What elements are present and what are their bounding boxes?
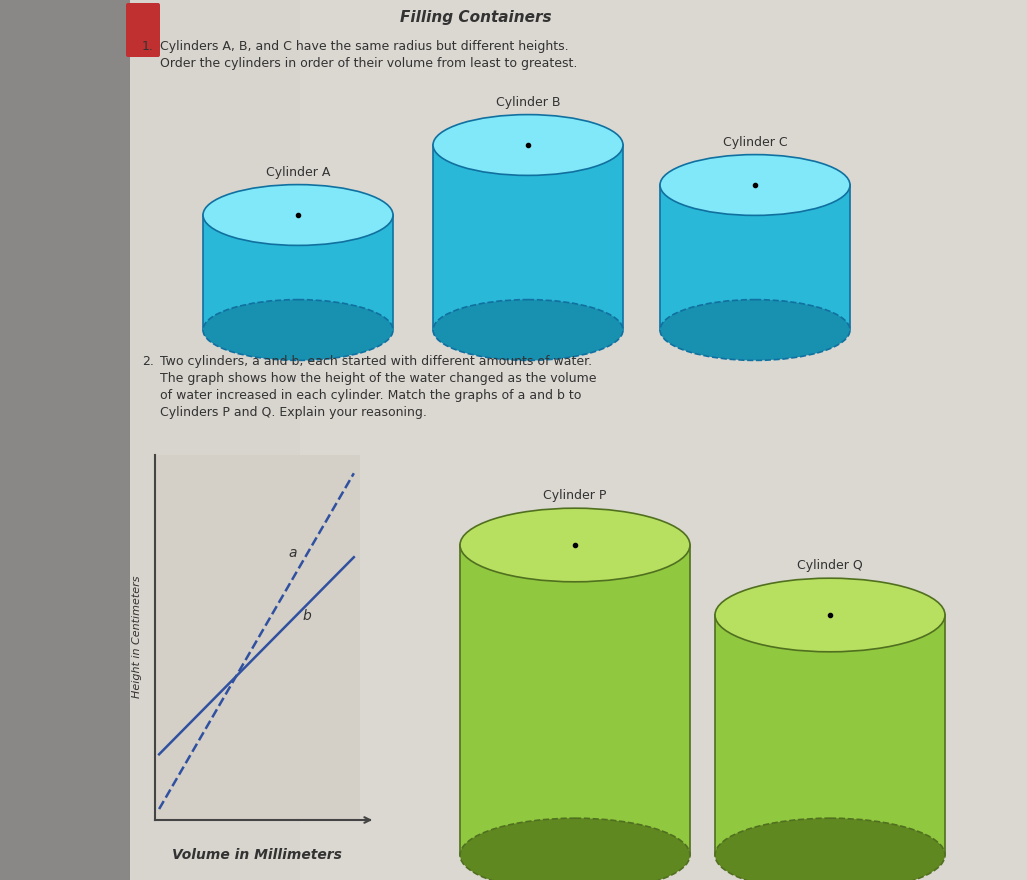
Ellipse shape xyxy=(203,299,393,361)
Text: 1.: 1. xyxy=(142,40,154,53)
Text: b: b xyxy=(303,609,311,623)
Ellipse shape xyxy=(460,508,690,582)
FancyBboxPatch shape xyxy=(126,3,160,57)
Text: Order the cylinders in order of their volume from least to greatest.: Order the cylinders in order of their vo… xyxy=(160,57,577,70)
Bar xyxy=(460,545,690,855)
Ellipse shape xyxy=(660,155,850,216)
Ellipse shape xyxy=(433,114,623,175)
Bar xyxy=(715,615,945,855)
Ellipse shape xyxy=(203,185,393,246)
Bar xyxy=(660,185,850,330)
Text: Filling Containers: Filling Containers xyxy=(400,10,551,25)
Text: Two cylinders, a and b, each started with different amounts of water.: Two cylinders, a and b, each started wit… xyxy=(160,355,593,368)
Text: Cylinders A, B, and C have the same radius but different heights.: Cylinders A, B, and C have the same radi… xyxy=(160,40,569,53)
Ellipse shape xyxy=(433,299,623,361)
Ellipse shape xyxy=(715,818,945,880)
Bar xyxy=(300,0,1027,880)
Bar xyxy=(0,0,135,880)
Ellipse shape xyxy=(660,299,850,361)
Text: a: a xyxy=(289,546,297,560)
Text: 2.: 2. xyxy=(142,355,154,368)
Bar xyxy=(433,145,623,330)
Text: Cylinder P: Cylinder P xyxy=(543,489,607,502)
Text: Cylinder B: Cylinder B xyxy=(496,96,561,108)
Text: The graph shows how the height of the water changed as the volume: The graph shows how the height of the wa… xyxy=(160,372,597,385)
Ellipse shape xyxy=(715,578,945,652)
Text: Cylinder A: Cylinder A xyxy=(266,165,331,179)
Bar xyxy=(155,455,360,820)
Text: of water increased in each cylinder. Match the graphs of a and b to: of water increased in each cylinder. Mat… xyxy=(160,389,581,402)
Text: Cylinder C: Cylinder C xyxy=(723,136,788,149)
Ellipse shape xyxy=(460,818,690,880)
Bar xyxy=(203,215,393,330)
Text: Volume in Millimeters: Volume in Millimeters xyxy=(173,848,342,862)
Text: Cylinder Q: Cylinder Q xyxy=(797,559,863,572)
Text: Cylinders P and Q. Explain your reasoning.: Cylinders P and Q. Explain your reasonin… xyxy=(160,406,427,419)
Bar xyxy=(130,0,1027,880)
Text: Height in Centimeters: Height in Centimeters xyxy=(132,576,142,698)
